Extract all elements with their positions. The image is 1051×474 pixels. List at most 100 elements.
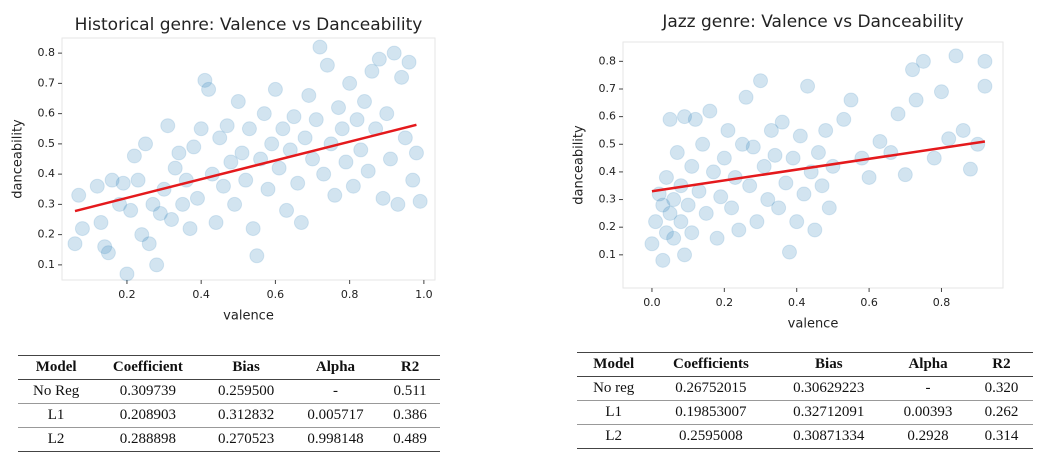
scatter-point	[375, 190, 391, 206]
scatter-point	[349, 112, 365, 128]
scatter-point	[705, 164, 721, 180]
results-table: Model Coefficient Bias Alpha R2 No Reg 0.30973…	[18, 355, 440, 452]
chart-title: Historical genre: Valence vs Danceabilit…	[75, 15, 423, 35]
scatter-point	[948, 48, 964, 64]
scatter-point	[171, 145, 187, 161]
trend-line	[74, 123, 417, 213]
y-tick-label: 0.3	[599, 193, 617, 206]
y-tick-label: 0.8	[599, 54, 617, 67]
scatter-point	[713, 189, 729, 205]
scatter-point	[662, 205, 678, 221]
scatter-point	[774, 114, 790, 130]
scatter-point	[186, 139, 202, 155]
scatter-point	[223, 154, 239, 170]
scatter-point	[316, 166, 332, 182]
scatter-point	[212, 130, 228, 146]
scatter-point	[175, 196, 191, 212]
scatter-point	[698, 205, 714, 221]
scatter-point	[201, 81, 217, 97]
scatter-point	[897, 167, 913, 183]
table-cell: L1	[18, 403, 95, 428]
scatter-point	[666, 192, 682, 208]
scatter-point	[345, 178, 361, 194]
scatter-point	[753, 73, 769, 89]
chart-title: Jazz genre: Valence vs Danceability	[661, 12, 963, 32]
scatter-point	[182, 221, 198, 237]
scatter-point	[792, 128, 808, 144]
table-cell: No reg	[577, 376, 651, 401]
table-cell: L2	[577, 424, 651, 449]
scatter-point	[308, 112, 324, 128]
scatter-point	[977, 78, 993, 94]
scatter-point	[742, 178, 758, 194]
table-cell: No Reg	[18, 379, 95, 404]
table-row: No Reg 0.309739 0.259500-0.511	[18, 379, 440, 404]
scatter-point	[926, 150, 942, 166]
table-cell: 0.00393	[886, 400, 970, 425]
scatter-point	[264, 136, 280, 152]
scatter-point	[141, 236, 157, 252]
scatter-point	[93, 215, 109, 231]
scatter-point	[238, 172, 254, 188]
table-row: No reg 0.26752015 0.30629223-0.320	[577, 376, 1033, 401]
x-tick-label: 0.8	[341, 288, 359, 301]
y-tick-label: 0.6	[38, 107, 56, 120]
scatter-point	[872, 134, 888, 150]
x-tick-label: 0.4	[788, 296, 806, 309]
y-tick-label: 0.7	[599, 82, 617, 95]
scatter-point	[234, 145, 250, 161]
header-row: Model Coefficient Bias Alpha R2	[18, 355, 440, 380]
scatter-point	[662, 111, 678, 127]
header-cell: Coefficients	[650, 352, 772, 377]
header-cell: Bias	[201, 355, 291, 380]
table-cell: 0.32712091	[771, 400, 887, 425]
y-tick-label: 0.3	[38, 197, 56, 210]
scatter-point	[89, 178, 105, 194]
scatter-point	[130, 172, 146, 188]
scatter-point	[249, 248, 265, 264]
scatter-point	[814, 178, 830, 194]
scatter-point	[760, 192, 776, 208]
y-axis-label: danceability	[572, 125, 587, 205]
table-cell: -	[886, 376, 970, 401]
scatter-point	[297, 130, 313, 146]
header-cell: Alpha	[886, 352, 970, 377]
scatter-point	[785, 150, 801, 166]
scatter-point	[208, 215, 224, 231]
scatter-point	[673, 214, 689, 230]
y-tick-label: 0.4	[38, 167, 56, 180]
table-cell: 0.270523	[201, 427, 291, 452]
scatter-point	[167, 160, 183, 176]
scatter-point	[677, 109, 693, 125]
scatter-point	[724, 200, 740, 216]
scatter-point	[666, 230, 682, 246]
scatter-point	[716, 150, 732, 166]
scatter-point	[908, 92, 924, 108]
scatter-point	[338, 154, 354, 170]
scatter-point	[119, 266, 135, 282]
table-cell: 0.511	[380, 379, 440, 404]
scatter-point	[149, 257, 165, 273]
scatter-point	[720, 122, 736, 138]
y-axis-label: danceability	[11, 119, 26, 199]
header-cell: Model	[18, 355, 95, 380]
scatter-point	[67, 236, 83, 252]
table-cell: 0.2928	[886, 424, 970, 449]
scatter-point	[734, 136, 750, 152]
table-cell: L2	[18, 427, 95, 452]
scatter-point	[709, 230, 725, 246]
scatter-point	[843, 92, 859, 108]
scatter-point	[71, 187, 87, 203]
scatter-point	[219, 118, 235, 134]
scatter-point	[145, 196, 161, 212]
header-cell: R2	[969, 352, 1033, 377]
y-tick-label: 0.1	[599, 248, 617, 261]
y-tick-label: 0.2	[38, 228, 56, 241]
scatter-point	[104, 172, 120, 188]
scatter-point	[658, 169, 674, 185]
scatter-point	[915, 53, 931, 69]
table-cell: 0.26752015	[650, 376, 772, 401]
y-tick-label: 0.4	[599, 165, 617, 178]
scatter-point	[771, 200, 787, 216]
